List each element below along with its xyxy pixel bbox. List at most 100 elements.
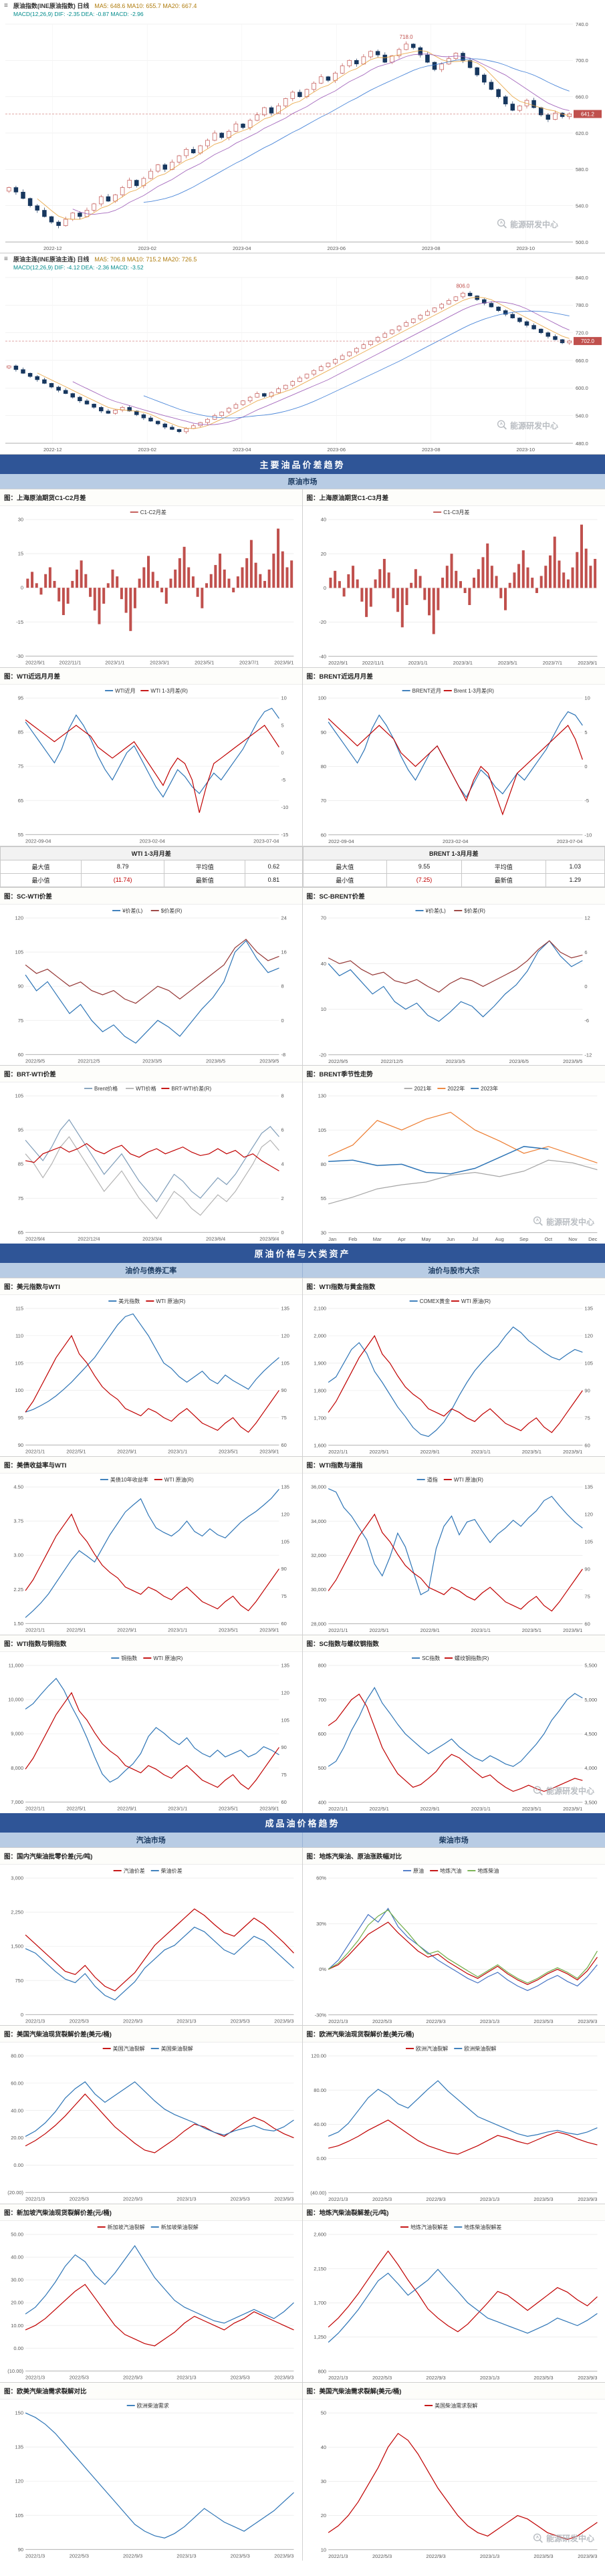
svg-text:2,150: 2,150: [314, 2266, 326, 2272]
svg-text:2023年: 2023年: [481, 1085, 498, 1092]
line-chart: -20 10 40 70 -12 -6 0 6 12 2022/9/5 2022/12/5 2023/…: [319, 907, 592, 1064]
svg-text:1.50: 1.50: [13, 1621, 23, 1627]
svg-text:480.0: 480.0: [576, 441, 588, 447]
line-chart: 28,000 30,000 32,000 34,000 36,000 60 75 90 105 1…: [311, 1476, 593, 1633]
svg-text:40.00: 40.00: [314, 2121, 326, 2127]
svg-text:16: 16: [281, 949, 286, 955]
svg-text:20: 20: [320, 2512, 326, 2519]
svg-text:WTI 原油(R): WTI 原油(R): [461, 1298, 490, 1304]
svg-text:75: 75: [18, 1195, 23, 1201]
line-chart: 1.50 2.25 3.00 3.75 4.50 60 75 90 105 120 135 2022/…: [13, 1476, 289, 1633]
svg-text:90: 90: [584, 1388, 590, 1394]
svg-text:2023/1/3: 2023/1/3: [176, 2553, 196, 2559]
stat-label: 最小值: [302, 872, 388, 887]
line-chart: 60 75 90 105 120 -8 0 8 16 24 2022/9/5 2022/12/5 202…: [15, 907, 287, 1064]
svg-text:COMEX黄金: COMEX黄金: [419, 1298, 449, 1304]
svg-text:2022/1/1: 2022/1/1: [328, 1449, 348, 1455]
svg-text:135: 135: [281, 1662, 289, 1668]
svg-text:120: 120: [584, 1512, 593, 1518]
cell-refinery-change-compare: 图：地炼汽柴油、原油涨跌幅对比 -30% 0% 30% 60% 2022/1/3 2022…: [302, 1847, 605, 2026]
menu-icon[interactable]: ≡: [4, 2, 8, 9]
svg-text:2,100: 2,100: [314, 1306, 326, 1312]
svg-text:SC指数: SC指数: [422, 1655, 440, 1661]
svg-text:2023/5/1: 2023/5/1: [521, 1627, 541, 1633]
svg-text:120: 120: [281, 1511, 289, 1517]
svg-text:1,900: 1,900: [314, 1361, 326, 1367]
svg-text:20.00: 20.00: [11, 2300, 23, 2306]
svg-text:30: 30: [320, 1230, 326, 1236]
svg-text:65: 65: [18, 1230, 23, 1236]
line-chart: 0 750 1,500 2,250 3,000 2022/1/3 2022/5/3 2022/…: [11, 1867, 294, 2024]
svg-text:2023/1/3: 2023/1/3: [176, 2196, 196, 2202]
svg-text:75: 75: [281, 1772, 286, 1778]
svg-text:-20: -20: [319, 619, 326, 625]
svg-text:2023/9/3: 2023/9/3: [578, 2018, 597, 2024]
svg-text:¥价差(L): ¥价差(L): [122, 907, 143, 914]
stat-label: 最新值: [461, 872, 546, 887]
cell-sg-crack: 图：新加坡汽柴油现货裂解价差(元/桶) (10.00) 0.00 10.00 20.0…: [0, 2204, 303, 2382]
chart-row: 图：美债收益率与WTI 1.50 2.25 3.00 3.75 4.50 60 75 90 10…: [0, 1455, 605, 1635]
svg-text:$价差(R): $价差(R): [161, 907, 183, 914]
svg-text:2023/1/3: 2023/1/3: [479, 2018, 499, 2024]
svg-text:5: 5: [584, 729, 587, 735]
svg-text:Brent 1-3月差(R): Brent 1-3月差(R): [453, 687, 493, 694]
kline-ma-values: MA5: 648.6 MA10: 655.7 MA20: 667.4: [94, 3, 197, 9]
svg-text:地炼柴油: 地炼柴油: [477, 1867, 499, 1874]
svg-text:2022/9/1: 2022/9/1: [117, 1805, 136, 1811]
svg-text:0: 0: [281, 749, 283, 755]
svg-text:(20.00): (20.00): [7, 2190, 23, 2196]
svg-text:Jul: Jul: [471, 1236, 478, 1242]
svg-text:700.0: 700.0: [576, 57, 588, 64]
svg-text:2023/3/5: 2023/3/5: [142, 1058, 162, 1064]
svg-text:50.00: 50.00: [11, 2232, 23, 2238]
svg-text:2: 2: [281, 1195, 283, 1201]
svg-text:2022/9/1: 2022/9/1: [420, 1627, 439, 1633]
chart-row: 图：WTI近远月月差 55 65 75 85 95 -15 -10 -5 0 5 10 2022-09…: [0, 667, 605, 846]
svg-text:50: 50: [320, 2410, 326, 2416]
svg-text:75: 75: [584, 1415, 590, 1421]
menu-icon[interactable]: ≡: [4, 255, 8, 263]
stat-value: 0.62: [245, 859, 303, 874]
svg-text:2022/1/1: 2022/1/1: [25, 1448, 45, 1454]
svg-text:2023/1/1: 2023/1/1: [105, 659, 124, 665]
svg-text:10: 10: [320, 2547, 326, 2553]
svg-text:75: 75: [281, 1415, 286, 1421]
chart-title: 图：地炼汽柴油裂解差(元/吨): [302, 2204, 605, 2222]
svg-text:2023-04: 2023-04: [233, 447, 251, 453]
svg-text:60: 60: [320, 832, 326, 838]
svg-text:-15: -15: [281, 832, 288, 838]
svg-text:2023/5/1: 2023/5/1: [219, 1805, 238, 1811]
svg-text:2023/9/1: 2023/9/1: [578, 660, 597, 666]
svg-text:2022/1/3: 2022/1/3: [25, 2196, 45, 2202]
svg-text:800: 800: [318, 1662, 326, 1668]
svg-text:-30%: -30%: [314, 2012, 326, 2018]
svg-text:702.0: 702.0: [581, 338, 595, 344]
svg-text:2023/9/1: 2023/9/1: [563, 1449, 582, 1455]
cell-ust10y-wti: 图：美债收益率与WTI 1.50 2.25 3.00 3.75 4.50 60 75 90 10…: [0, 1456, 303, 1635]
chart-row: 图：美元指数与WTI 90 95 100 105 110 115 60 75 90 105 120 1…: [0, 1278, 605, 1456]
svg-text:$价差(R): $价差(R): [464, 907, 485, 914]
svg-text:3,000: 3,000: [11, 1875, 23, 1881]
svg-text:10: 10: [320, 1006, 326, 1012]
svg-text:-30: -30: [16, 653, 23, 659]
subsection-banner-diesel: 柴油市场: [302, 1832, 605, 1847]
svg-text:95: 95: [18, 695, 23, 701]
svg-text:2023/1/3: 2023/1/3: [479, 2375, 499, 2381]
svg-text:2022/5/3: 2022/5/3: [372, 2018, 391, 2024]
svg-text:10.00: 10.00: [11, 2323, 23, 2329]
cell-eu-crack: 图：欧洲汽柴油现货裂解价差(美元/桶) (40.00) 0.00 40.00 80.0…: [302, 2026, 605, 2204]
cell-dxy-wti: 图：美元指数与WTI 90 95 100 105 110 115 60 75 90 105 120 1…: [0, 1278, 303, 1456]
chart-title: 图：SC指数与螺纹钢指数: [302, 1635, 605, 1652]
svg-text:2023-06: 2023-06: [327, 245, 346, 251]
svg-text:2022/5/1: 2022/5/1: [369, 1449, 388, 1455]
svg-text:75: 75: [18, 764, 23, 770]
svg-text:65: 65: [18, 798, 23, 804]
svg-text:12: 12: [584, 915, 590, 921]
section-banner-crude-vs-assets: 原油价格与大类资产: [0, 1244, 605, 1264]
subsection-banner-equity-commodity: 油价与股市大宗: [302, 1263, 605, 1278]
svg-text:105: 105: [15, 1361, 24, 1367]
svg-text:新加坡汽油裂解: 新加坡汽油裂解: [108, 2224, 145, 2230]
seasonal-line-chart: 30 55 80 105 130 Jan Feb Mar Apr May Jun Jul Aug Sep O…: [318, 1085, 597, 1242]
svg-text:-15: -15: [16, 619, 23, 625]
svg-text:2023/5/3: 2023/5/3: [231, 2018, 250, 2024]
